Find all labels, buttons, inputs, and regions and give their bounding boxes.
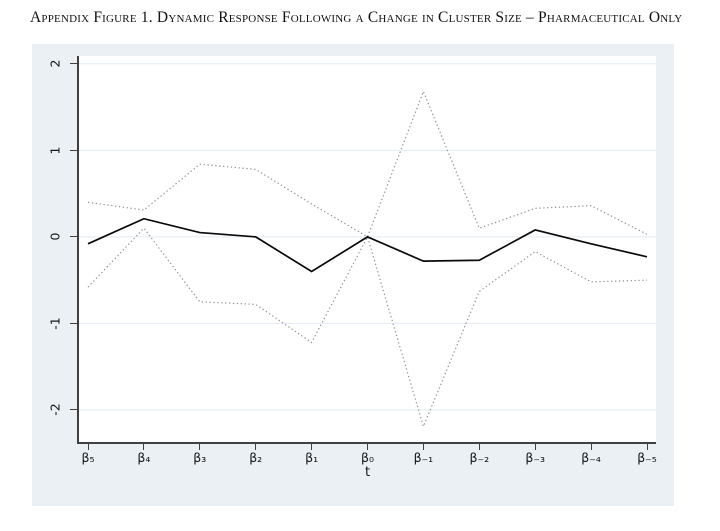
x-tick	[367, 444, 368, 450]
x-tick	[422, 444, 424, 450]
y-tick	[70, 63, 77, 65]
x-tick	[255, 444, 257, 450]
x-tick-label: β₃	[193, 450, 207, 465]
y-tick-label-text: -1	[47, 317, 63, 330]
y-tick-label-text: 0	[47, 232, 63, 241]
x-tick	[646, 444, 648, 450]
x-tick-label: β₂	[249, 450, 263, 465]
x-axis-title: t	[364, 465, 371, 480]
x-tick	[143, 444, 145, 450]
y-tick-label: -1	[43, 303, 67, 343]
y-tick	[70, 322, 77, 324]
y-tick-label: 0	[43, 217, 67, 257]
plot-area	[77, 56, 656, 444]
x-tick	[590, 444, 592, 450]
x-tick-label: β₋₄	[581, 450, 601, 465]
x-tick	[87, 444, 89, 450]
y-tick-label-text: 1	[47, 146, 63, 155]
line-chart-canvas	[79, 63, 656, 429]
series-point-estimate	[87, 217, 648, 273]
x-tick-label: β₋₁	[413, 450, 434, 465]
x-tick	[534, 444, 536, 450]
x-tick-label: β₋₂	[469, 450, 490, 465]
x-tick-label: β₄	[137, 450, 151, 465]
series-ci-upper	[87, 89, 648, 238]
y-tick-label: -2	[43, 390, 67, 430]
y-tick	[70, 236, 77, 238]
series-ci-lower	[87, 227, 648, 429]
x-tick-label: β₋₅	[637, 450, 657, 465]
x-tick-label: β₋₃	[525, 450, 545, 465]
y-tick-label-text: 2	[47, 59, 63, 68]
y-tick	[70, 409, 77, 411]
y-tick	[70, 149, 77, 151]
x-tick-label: β₀	[361, 450, 374, 465]
x-tick-label: β₅	[81, 450, 95, 465]
figure-title: Appendix Figure 1. Dynamic Response Foll…	[30, 9, 683, 26]
x-tick	[311, 444, 313, 450]
y-tick-label-text: -2	[47, 403, 63, 417]
x-tick-label: β₁	[305, 450, 319, 465]
x-tick	[478, 444, 480, 450]
graph-region: 2 1 0 -1 -2 β₅ β₄ β₃ β₂ β₁ β₀ β₋₁ β₋₂ β₋₃ β₋₄ β₋₅ t	[32, 44, 674, 506]
x-tick	[199, 444, 201, 450]
y-tick-label: 2	[43, 44, 67, 84]
y-tick-label: 1	[43, 130, 67, 170]
